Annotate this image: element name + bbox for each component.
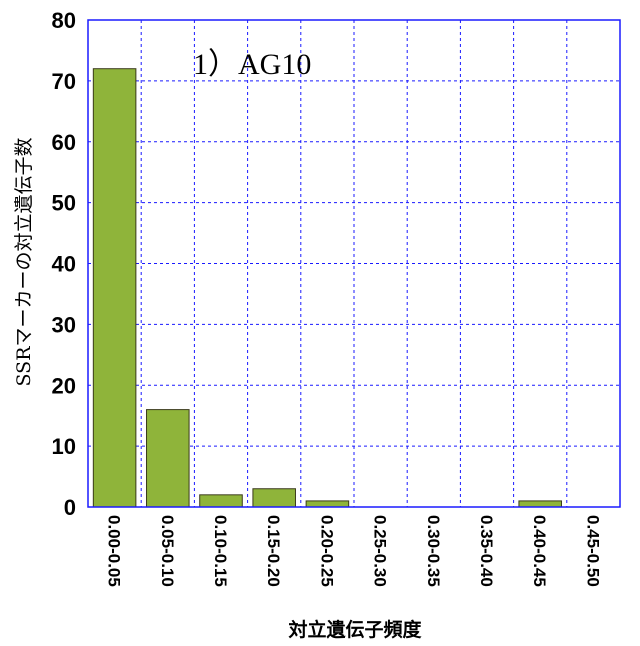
bar-0.15-0.20	[252, 488, 296, 508]
x-tick-label: 0.05-0.10	[158, 515, 177, 587]
bar-0.05-0.10	[146, 409, 190, 508]
bar-0.00-0.05	[92, 68, 137, 508]
y-tick-label: 80	[52, 8, 76, 33]
bar-0.10-0.15	[199, 494, 243, 508]
y-tick-label: 50	[52, 191, 76, 216]
x-axis-label: 対立遺伝子頻度	[287, 618, 422, 641]
x-tick-label: 0.25-0.30	[371, 515, 390, 587]
y-tick-label: 70	[52, 69, 76, 94]
chart-annotation: 1）AG10	[193, 48, 311, 81]
y-tick-labels: 0 10 20 30 40 50 60 70 80	[52, 8, 76, 520]
x-tick-label: 0.00-0.05	[105, 515, 124, 587]
x-tick-label: 0.20-0.25	[317, 515, 336, 587]
y-tick-label: 30	[52, 312, 76, 337]
y-tick-label: 0	[64, 495, 76, 520]
x-tick-labels: 0.00-0.05 0.05-0.10 0.10-0.15 0.15-0.20 0.20…	[105, 515, 603, 587]
y-tick-label: 40	[52, 252, 76, 277]
x-tick-label: 0.40-0.45	[530, 515, 549, 587]
x-tick-label: 0.10-0.15	[211, 515, 230, 587]
x-tick-label: 0.30-0.35	[424, 515, 443, 587]
plot-frame	[87, 19, 621, 508]
x-tick-label: 0.15-0.20	[264, 515, 283, 587]
y-tick-label: 20	[52, 373, 76, 398]
bar-0.40-0.45	[518, 500, 562, 508]
y-axis-label: SSRマーカーの対立遺伝子数	[13, 137, 35, 386]
y-tick-label: 60	[52, 130, 76, 155]
x-tick-label: 0.35-0.40	[477, 515, 496, 587]
grid-lines	[88, 20, 620, 507]
bar-0.20-0.25	[305, 500, 350, 508]
y-tick-label: 10	[52, 434, 76, 459]
bars	[92, 68, 562, 508]
x-tick-label: 0.45-0.50	[583, 515, 602, 587]
